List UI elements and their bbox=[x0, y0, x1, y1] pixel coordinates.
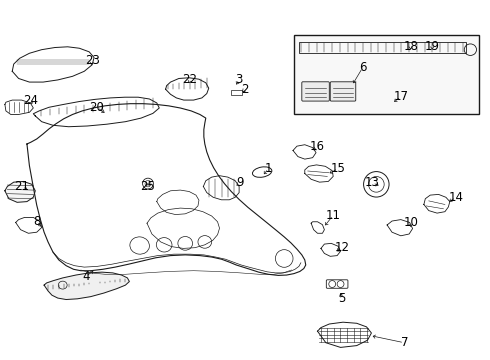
Text: 15: 15 bbox=[331, 162, 345, 175]
Text: 7: 7 bbox=[400, 336, 408, 349]
Text: 14: 14 bbox=[448, 191, 463, 204]
Text: 5: 5 bbox=[338, 292, 346, 305]
Text: 3: 3 bbox=[235, 73, 243, 86]
Text: 21: 21 bbox=[15, 180, 29, 193]
Text: 12: 12 bbox=[335, 241, 349, 254]
Text: 19: 19 bbox=[425, 40, 440, 53]
Text: 25: 25 bbox=[141, 180, 155, 193]
Text: 9: 9 bbox=[236, 176, 244, 189]
Text: 17: 17 bbox=[393, 90, 408, 103]
Text: 20: 20 bbox=[90, 101, 104, 114]
Text: 16: 16 bbox=[310, 140, 325, 153]
Text: 4: 4 bbox=[82, 270, 90, 283]
Bar bbox=[294, 35, 479, 114]
Text: 1: 1 bbox=[265, 162, 272, 175]
Polygon shape bbox=[5, 181, 35, 202]
Bar bbox=[299, 42, 466, 53]
Text: 6: 6 bbox=[359, 61, 367, 74]
FancyBboxPatch shape bbox=[302, 82, 329, 101]
Bar bbox=[231, 90, 242, 95]
Text: 8: 8 bbox=[33, 215, 41, 228]
FancyBboxPatch shape bbox=[330, 82, 356, 101]
Text: 11: 11 bbox=[326, 209, 341, 222]
Text: 22: 22 bbox=[183, 73, 197, 86]
Text: 23: 23 bbox=[85, 54, 99, 67]
Text: 2: 2 bbox=[241, 83, 249, 96]
Text: 13: 13 bbox=[365, 176, 380, 189]
Text: 24: 24 bbox=[23, 94, 38, 107]
Text: 10: 10 bbox=[403, 216, 418, 229]
Text: 18: 18 bbox=[403, 40, 418, 53]
Polygon shape bbox=[44, 272, 129, 300]
